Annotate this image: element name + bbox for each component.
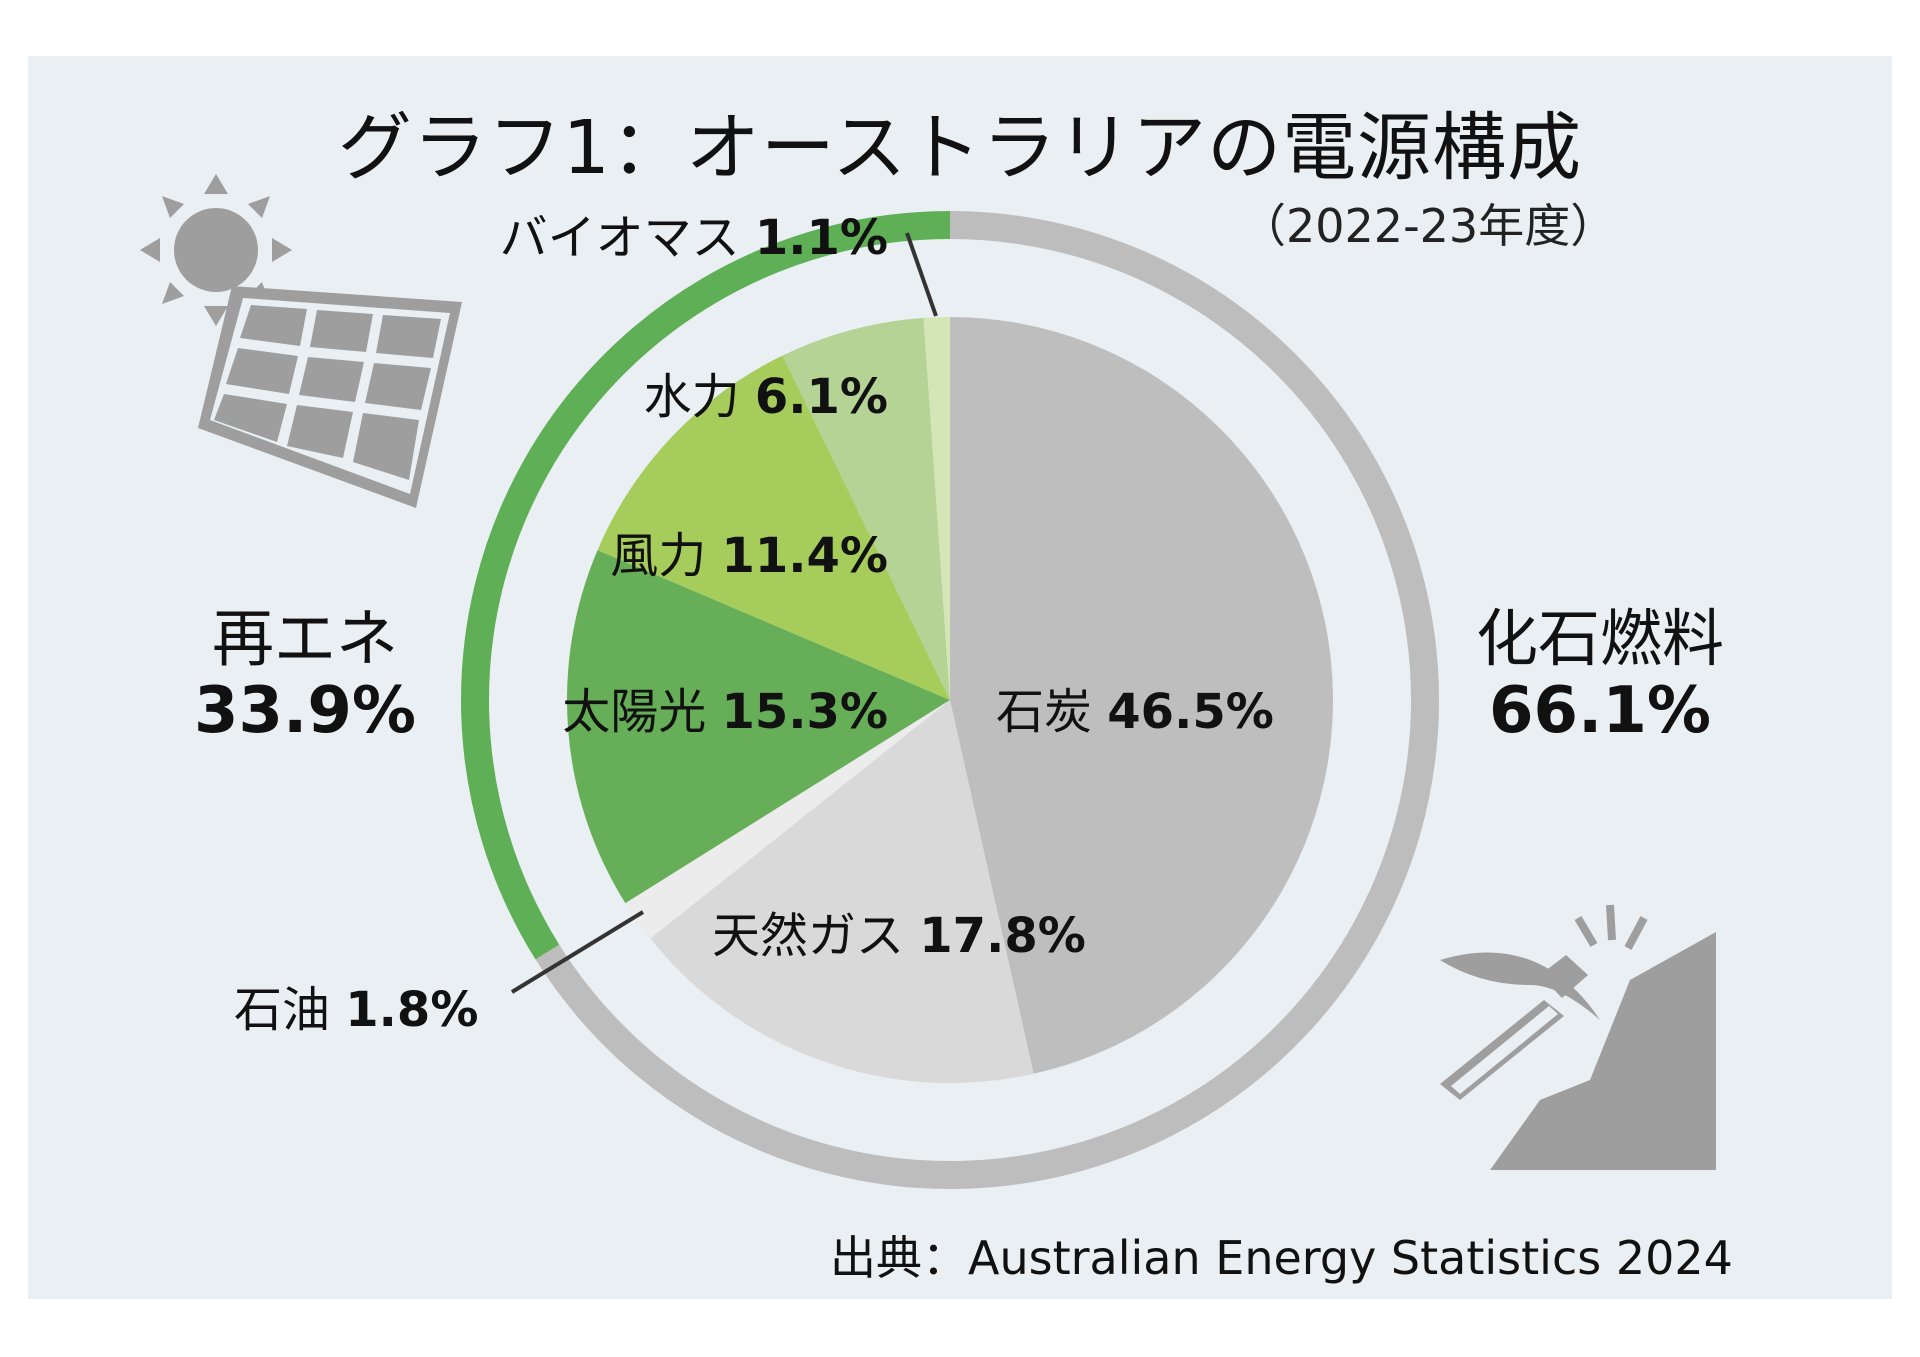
coal-label: 石炭 46.5% [996, 672, 1274, 742]
chart-subtitle: （2022-23年度） [1240, 199, 1617, 253]
fossil-group-name: 化石燃料 [1475, 602, 1724, 675]
pie-slice-hydro [782, 317, 950, 700]
chart-title: グラフ1：オーストラリアの電源構成 [337, 105, 1583, 191]
gas-label: 天然ガス 17.8% [712, 896, 1086, 966]
pie-slice-gas [650, 700, 1034, 1083]
ring-segment-fossil [535, 211, 1439, 1189]
wind-label: 風力 11.4% [610, 516, 888, 586]
hydro-label-name: 水力 [643, 369, 740, 425]
pie-slice-wind [597, 355, 950, 700]
wind-label-name: 風力 [610, 528, 707, 584]
fossil-group-value: 66.1% [1488, 674, 1712, 748]
biomass-label: バイオマス 1.1% [500, 198, 888, 268]
pie-slice-coal [950, 317, 1334, 1074]
pie-slice-solar [566, 550, 950, 904]
sun-icon [140, 174, 292, 326]
biomass-label-value: 1.1% [754, 210, 888, 266]
pie-slice-oil [625, 700, 950, 939]
biomass-label-name: バイオマス [499, 210, 740, 266]
oil-leader-line [510, 910, 645, 994]
oil-label-value: 1.8% [345, 982, 479, 1038]
coal-label-name: 石炭 [996, 684, 1093, 740]
solar-label-name: 太陽光 [562, 684, 707, 740]
coal-label-value: 46.5% [1107, 684, 1274, 740]
source-note: 出典：Australian Energy Statistics 2024 [830, 1231, 1733, 1285]
ring-segment-renewable [461, 211, 951, 960]
rock-icon [1490, 932, 1716, 1170]
oil-label: 石油 1.8% [234, 970, 478, 1040]
outer-ring [461, 211, 1439, 1189]
hydro-label: 水力 6.1% [644, 357, 888, 427]
renewable-group-name: 再エネ [211, 602, 398, 675]
fossil-group-label: 化石燃料 66.1% [1450, 588, 1750, 748]
oil-label-name: 石油 [234, 982, 331, 1038]
solar-label-value: 15.3% [721, 684, 888, 740]
gas-label-value: 17.8% [919, 908, 1086, 964]
pie-slice-biomass [923, 317, 950, 700]
wind-label-value: 11.4% [721, 528, 888, 584]
pickaxe-icon [1440, 904, 1648, 1100]
solar-panel-icon [198, 286, 462, 508]
gas-label-name: 天然ガス [712, 908, 905, 964]
renewable-group-value: 33.9% [193, 674, 417, 748]
solar-label: 太陽光 15.3% [562, 672, 888, 742]
biomass-leader-line [905, 232, 938, 317]
renewable-group-label: 再エネ 33.9% [160, 588, 450, 748]
hydro-label-value: 6.1% [754, 369, 888, 425]
pie [566, 317, 1334, 1083]
